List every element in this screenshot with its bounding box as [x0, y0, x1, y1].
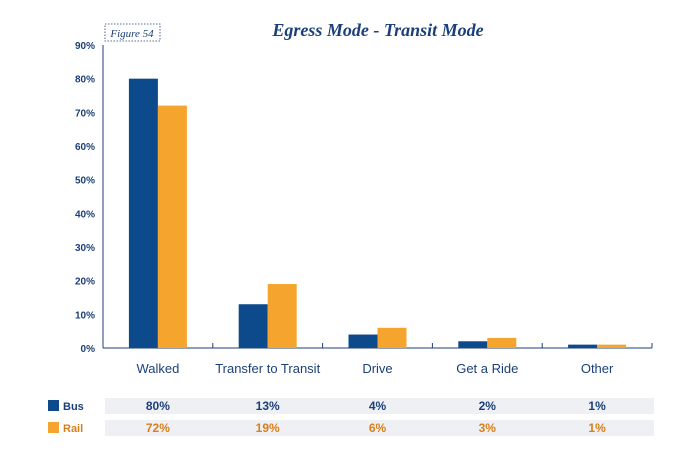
- category-label: Drive: [362, 361, 392, 376]
- y-tick-label: 60%: [75, 142, 95, 153]
- table-row-bg: [105, 420, 654, 436]
- table-cell-bus: 80%: [146, 399, 170, 413]
- value-table: Bus 80% 13% 4% 2% 1% Rail 72% 19% 6% 3% 1%: [48, 398, 654, 436]
- table-cell-rail: 19%: [256, 421, 280, 435]
- bars: [128, 78, 627, 349]
- table-cell-rail: 3%: [479, 421, 497, 435]
- category-label: Transfer to Transit: [215, 361, 320, 376]
- bar-bus: [458, 341, 488, 348]
- figure-label-box: [104, 23, 161, 42]
- bar-rail: [377, 327, 407, 348]
- y-tick-label: 90%: [75, 41, 95, 52]
- table-cell-bus: 1%: [588, 399, 606, 413]
- table-cell-bus: 13%: [256, 399, 280, 413]
- y-tick-label: 80%: [75, 75, 95, 86]
- bar-bus: [568, 344, 598, 348]
- table-cell-bus: 2%: [479, 399, 497, 413]
- table-cell-bus: 4%: [369, 399, 387, 413]
- legend-swatch-rail: [48, 422, 59, 433]
- bar-rail: [267, 284, 297, 348]
- y-tick-label: 20%: [75, 277, 95, 288]
- bar-rail: [157, 105, 187, 348]
- category-label: Walked: [136, 361, 179, 376]
- table-cell-rail: 1%: [588, 421, 606, 435]
- y-tick-label: 70%: [75, 108, 95, 119]
- bar-bus: [238, 304, 268, 348]
- y-tick-label: 30%: [75, 243, 95, 254]
- y-tick-label: 10%: [75, 310, 95, 321]
- category-label: Other: [581, 361, 614, 376]
- bar-bus: [128, 78, 158, 349]
- table-cell-rail: 72%: [146, 421, 170, 435]
- y-tick-label: 0%: [81, 344, 96, 355]
- table-cell-rail: 6%: [369, 421, 387, 435]
- y-tick-label: 40%: [75, 209, 95, 220]
- y-tick-label: 50%: [75, 176, 95, 187]
- legend-swatch-bus: [48, 400, 59, 411]
- table-row-bg: [105, 398, 654, 414]
- bar-bus: [348, 334, 378, 348]
- figure-label: Figure 54: [109, 28, 154, 40]
- legend-label-rail: Rail: [63, 423, 83, 435]
- legend-label-bus: Bus: [63, 401, 84, 413]
- chart-title: Egress Mode - Transit Mode: [271, 20, 483, 40]
- bar-rail: [487, 337, 517, 348]
- category-label: Get a Ride: [456, 361, 518, 376]
- bar-rail: [597, 344, 627, 348]
- axes: 0% 10% 20% 30% 40% 50% 60% 70% 80% 90% Walked Trans…: [75, 41, 653, 376]
